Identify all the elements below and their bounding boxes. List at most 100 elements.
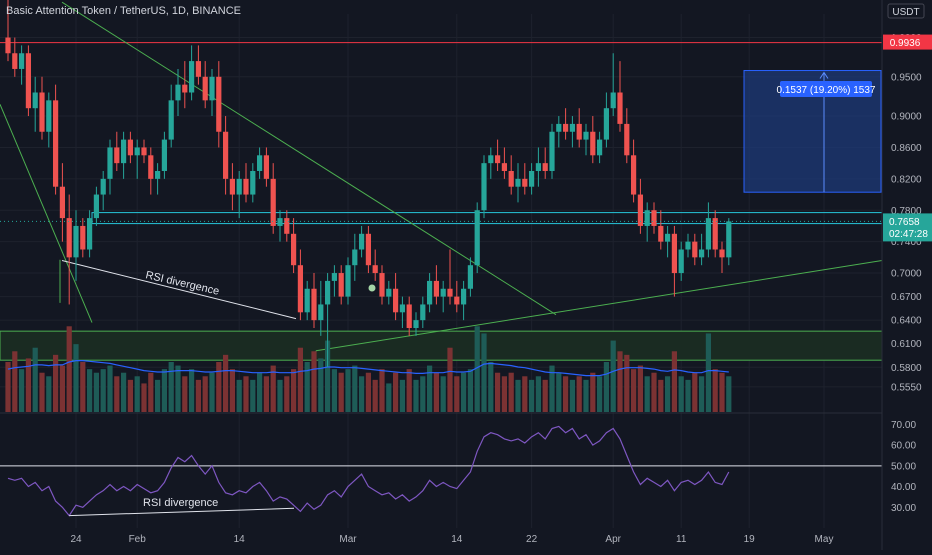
candle-body xyxy=(454,296,460,305)
volume-bar xyxy=(189,369,195,412)
candle-body xyxy=(141,147,147,156)
candle-body xyxy=(331,273,337,281)
rsi-tick-label: 30.00 xyxy=(891,503,916,514)
candle-body xyxy=(121,139,127,164)
candle-body xyxy=(250,171,256,195)
rsi-divergence-line xyxy=(69,507,295,517)
volume-bar xyxy=(488,362,494,412)
rsi-divergence-line xyxy=(61,260,297,320)
candle-body xyxy=(175,84,181,101)
resistance-price-label: 0.9936 xyxy=(890,38,921,49)
volume-bar xyxy=(100,369,106,412)
volume-bar xyxy=(121,372,127,412)
volume-bar xyxy=(114,376,120,412)
volume-bar xyxy=(529,379,535,412)
volume-bar xyxy=(501,376,507,412)
ascending-trendline xyxy=(315,259,883,352)
volume-bar xyxy=(393,372,399,412)
volume-bar xyxy=(637,365,643,412)
candle-body xyxy=(182,84,188,93)
currency-label: USDT xyxy=(892,7,919,18)
volume-bar xyxy=(216,362,222,412)
volume-bar xyxy=(46,376,52,412)
resistance-price-bg xyxy=(883,34,932,50)
measure-arrowhead xyxy=(819,71,829,79)
candle-body xyxy=(386,288,392,297)
resistance-band xyxy=(91,212,883,225)
volume-bar xyxy=(481,333,487,412)
candle-body xyxy=(542,163,548,172)
candle-body xyxy=(447,288,453,297)
candle-body xyxy=(501,163,507,172)
candle-body xyxy=(325,280,331,305)
volume-bar xyxy=(195,379,201,412)
volume-bar xyxy=(182,376,188,412)
symbol-title: Basic Attention Token / TetherUS, 1D, BI… xyxy=(6,5,241,17)
volume-bar xyxy=(270,365,276,412)
volume-bar xyxy=(440,376,446,412)
volume-bar xyxy=(665,376,671,412)
rsi-tick-label: 50.00 xyxy=(891,461,916,472)
volume-bar xyxy=(32,347,38,412)
volume-bar xyxy=(508,372,514,412)
candle-body xyxy=(515,178,521,187)
volume-bar xyxy=(257,372,263,412)
volume-bar xyxy=(297,347,303,412)
candle-body xyxy=(393,288,399,313)
candle-body xyxy=(284,218,290,234)
candle-body xyxy=(236,178,242,195)
candle-body xyxy=(440,288,446,297)
candle-body xyxy=(671,233,677,274)
candle-body xyxy=(508,171,514,187)
candle-body xyxy=(685,241,691,250)
volume-bar xyxy=(433,372,439,412)
candle-body xyxy=(481,163,487,211)
candle-body xyxy=(277,218,283,226)
volume-bar xyxy=(590,372,596,412)
candle-body xyxy=(433,280,439,297)
volume-bar xyxy=(155,379,161,412)
volume-bar xyxy=(726,376,732,412)
volume-bar xyxy=(379,369,385,412)
volume-bar xyxy=(331,369,337,412)
candle-body xyxy=(420,304,426,321)
candle-body xyxy=(73,225,79,258)
candle-body xyxy=(148,155,154,179)
volume-bar xyxy=(59,365,65,412)
volume-bar xyxy=(610,340,616,412)
volume-bar xyxy=(624,354,630,412)
date-tick-label: 14 xyxy=(451,534,463,545)
candle-body xyxy=(569,123,575,132)
candle-body xyxy=(311,288,317,321)
candle-body xyxy=(610,92,616,109)
candle-body xyxy=(263,155,269,179)
price-tick-label: 0.8200 xyxy=(891,174,922,185)
price-tick-label: 0.5800 xyxy=(891,363,922,374)
candle-body xyxy=(658,225,664,242)
volume-bar xyxy=(515,379,521,412)
candle-body xyxy=(216,76,222,132)
date-tick-label: Mar xyxy=(339,534,357,545)
price-tick-label: 0.7400 xyxy=(891,237,922,248)
volume-bar xyxy=(345,369,351,412)
price-tick-label: 0.5550 xyxy=(891,382,922,393)
candle-body xyxy=(223,131,229,179)
candle-body xyxy=(597,139,603,156)
volume-bar xyxy=(651,372,657,412)
volume-bar xyxy=(556,372,562,412)
price-tick-label: 0.6400 xyxy=(891,316,922,327)
volume-bar xyxy=(168,362,174,412)
candle-body xyxy=(705,218,711,250)
candle-body xyxy=(665,233,671,242)
measure-label: 0.1537 (19.20%) 1537 xyxy=(777,85,876,96)
price-tick-label: 0.7000 xyxy=(891,269,922,280)
currency-badge xyxy=(887,3,925,19)
candle-body xyxy=(189,61,195,93)
volume-bar xyxy=(685,379,691,412)
volume-bar xyxy=(461,372,467,412)
candle-body xyxy=(406,304,412,329)
date-tick-label: 11 xyxy=(676,534,687,545)
volume-bar xyxy=(617,351,623,412)
